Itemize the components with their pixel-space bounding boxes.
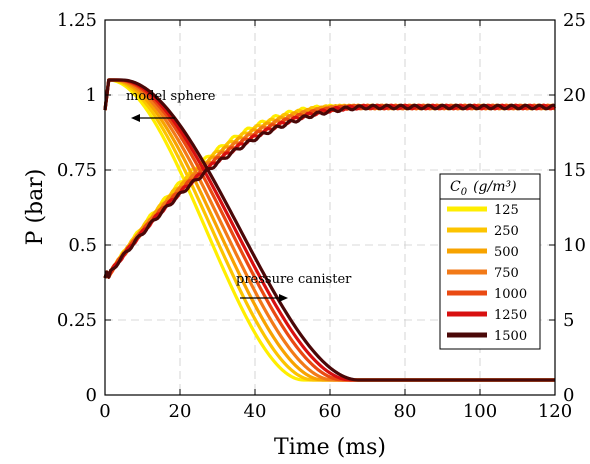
y2-tick-label: 0 bbox=[563, 385, 574, 406]
y2-tick-label: 5 bbox=[563, 310, 574, 331]
legend-entries: 125 250 500 750 1000 1250 1500 bbox=[447, 203, 527, 344]
y2-tick-label: 20 bbox=[563, 85, 586, 106]
legend-box bbox=[439, 173, 541, 350]
x-tick-label: 60 bbox=[319, 401, 342, 422]
y2-tick-label: 25 bbox=[563, 10, 586, 31]
arrow-model-sphere bbox=[131, 114, 175, 122]
legend-label-500: 500 bbox=[494, 245, 519, 260]
y2-tick-label: 10 bbox=[563, 235, 586, 256]
curves bbox=[103, 78, 556, 382]
y-tick-label: 1.25 bbox=[57, 10, 97, 31]
legend-label-750: 750 bbox=[494, 266, 519, 281]
y-tick-label: 0.5 bbox=[68, 235, 97, 256]
x-tick-label: 0 bbox=[99, 401, 110, 422]
y-tick-label: 0.25 bbox=[57, 310, 97, 331]
series-line-sphere-1500 bbox=[103, 103, 556, 279]
legend-title-sub: 0 bbox=[461, 187, 468, 198]
y-axis-label: P (bar) bbox=[23, 169, 48, 246]
x-tick-label: 20 bbox=[169, 401, 192, 422]
y-tick-label: 0.75 bbox=[57, 160, 97, 181]
legend-label-125: 125 bbox=[494, 203, 519, 218]
y2-tick-label: 15 bbox=[563, 160, 586, 181]
y-tick-label: 1 bbox=[86, 85, 97, 106]
x-tick-label: 100 bbox=[463, 401, 497, 422]
series-line-canister-1500 bbox=[103, 78, 555, 382]
y-tick-label: 0 bbox=[86, 385, 97, 406]
axes: 0 20 40 60 80 100 12000.250.50.7511.2505101520… bbox=[57, 10, 586, 422]
legend-title: C0 (g/m³) bbox=[450, 179, 517, 198]
annotation-pressure-canister: pressure canister bbox=[236, 272, 352, 287]
legend-label-1250: 1250 bbox=[494, 308, 527, 323]
legend-label-1500: 1500 bbox=[494, 329, 527, 344]
annotation-model-sphere: model sphere bbox=[126, 89, 216, 104]
legend-label-1000: 1000 bbox=[494, 287, 527, 302]
legend-title-units: (g/m³) bbox=[473, 179, 517, 195]
legend-label-250: 250 bbox=[494, 224, 519, 239]
x-tick-label: 120 bbox=[538, 401, 572, 422]
x-tick-label: 40 bbox=[244, 401, 267, 422]
legend-title-main: C bbox=[450, 179, 461, 195]
arrow-pressure-canister bbox=[240, 294, 288, 302]
x-axis-label: Time (ms) bbox=[274, 435, 386, 460]
legend: C0 (g/m³) 125 250 500 750 1000 1250 1500 bbox=[439, 173, 541, 350]
x-tick-label: 80 bbox=[394, 401, 417, 422]
